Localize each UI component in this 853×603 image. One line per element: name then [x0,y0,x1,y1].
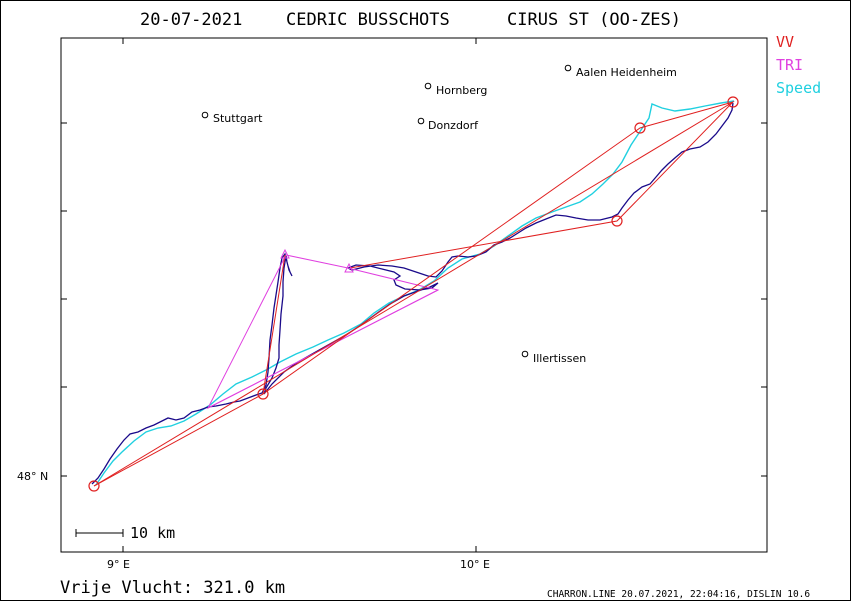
town-label: Illertissen [533,352,586,365]
town-donzdorf: Donzdorf [417,117,479,132]
scale-bar: 10 km [75,524,175,542]
tri-vertex-marker [280,248,290,259]
vv-baseline [93,101,734,487]
scale-bar-label: 10 km [130,524,175,542]
axis-ticks [61,38,767,552]
town-aalen: Aalen Heidenheim [564,64,677,79]
vv-legs [93,101,735,487]
glider-name: CIRUS ST (OO-ZES) [507,10,681,30]
turnpoint-start [88,480,100,492]
legend-speed: Speed [776,79,821,97]
turnpoint-4 [611,215,623,227]
free-flight-distance: Vrije Vlucht: 321.0 km [60,578,285,598]
map-plot-area [60,37,768,553]
town-label: Donzdorf [428,119,479,132]
town-marker [201,111,209,119]
tri-closing-leg [207,289,439,409]
pilot-name: CEDRIC BUSSCHOTS [286,10,450,30]
flight-date: 20-07-2021 [140,10,242,30]
town-marker [424,82,432,90]
legend-tri: TRI [776,56,803,74]
tri-triangle [206,254,440,410]
turnpoints [88,96,739,492]
town-label: Aalen Heidenheim [576,66,677,79]
x-tick-10e: 10° E [460,558,490,571]
town-marker [564,64,572,72]
town-label: Hornberg [436,84,487,97]
turnpoint-1 [257,388,269,400]
turnpoint-3 [727,96,739,108]
legend-vv: VV [776,33,794,51]
town-illertissen: Illertissen [521,350,586,365]
y-tick-48n: 48° N [17,470,48,483]
turnpoint-2 [634,122,646,134]
town-stuttgart: Stuttgart [201,111,263,125]
tri-vertex-marker-2 [344,262,354,273]
credits-line: CHARRON.LINE 20.07.2021, 22:04:16, DISLI… [547,589,810,600]
town-label: Stuttgart [213,112,263,125]
town-hornberg: Hornberg [424,82,487,97]
flight-track [91,102,734,485]
town-marker [521,350,529,358]
x-tick-9e: 9° E [107,558,130,571]
town-marker [417,117,425,125]
